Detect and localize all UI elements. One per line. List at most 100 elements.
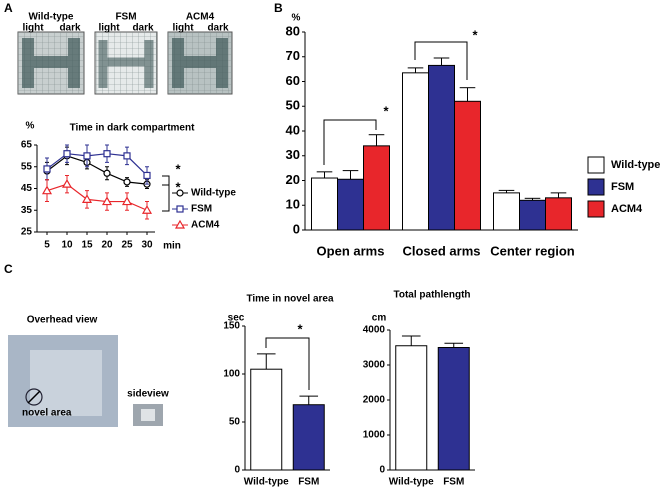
significance-star: *	[297, 321, 303, 336]
track-image	[17, 31, 85, 95]
marker	[121, 196, 133, 206]
y-tick-label: 80	[286, 23, 300, 38]
marker	[83, 152, 91, 160]
track-label: FSM	[115, 12, 136, 23]
y-tick-label: 50	[286, 98, 300, 113]
bar	[311, 177, 338, 231]
error-cap	[145, 201, 149, 220]
bar	[519, 199, 546, 231]
bar	[545, 197, 572, 231]
error-cap	[65, 174, 69, 194]
photo-title: Overhead view	[27, 315, 98, 326]
bar	[292, 404, 325, 471]
y-tick-label: 0	[379, 465, 385, 476]
track-light: light	[172, 23, 194, 34]
y-tick-label: 65	[21, 140, 33, 151]
error-cap	[45, 179, 49, 203]
y-tick-label: 100	[223, 369, 240, 380]
bar	[454, 100, 481, 231]
bar	[363, 145, 390, 231]
legend-marker	[176, 205, 184, 213]
y-tick-label: 55	[21, 161, 33, 172]
series-line	[46, 153, 148, 176]
significance-star: *	[472, 27, 478, 42]
photo-annotation: novel area	[22, 408, 72, 419]
bar	[493, 192, 520, 231]
track-image	[94, 31, 158, 95]
significance-bracket	[265, 337, 310, 390]
x-tick-label: 30	[141, 240, 153, 251]
significance-bracket	[323, 119, 377, 165]
x-tick-label: Wild-type	[244, 477, 289, 488]
x-tick-label: Closed arms	[402, 243, 480, 258]
bar	[402, 72, 429, 231]
legend-label: FSM	[191, 204, 212, 215]
error-cap	[125, 146, 129, 166]
track-dark: dark	[59, 23, 81, 34]
error-cap	[85, 144, 89, 168]
y-axis-label: %	[292, 13, 301, 24]
chart-title: Total pathlength	[393, 290, 470, 301]
legend-swatch	[587, 200, 605, 218]
significance-bracket	[414, 41, 468, 80]
marker	[61, 178, 73, 188]
error-cap	[105, 144, 109, 163]
track-light: light	[22, 23, 44, 34]
y-tick-label: 150	[223, 321, 240, 332]
y-axis-label: cm	[372, 313, 387, 324]
marker	[63, 150, 71, 158]
bar	[250, 368, 283, 471]
significance-star: *	[175, 161, 181, 176]
y-tick-label: 30	[286, 147, 300, 162]
y-tick-label: 0	[234, 465, 240, 476]
significance-star: *	[383, 103, 389, 118]
bar	[437, 347, 470, 471]
x-tick-label: Wild-type	[389, 477, 434, 488]
error-cap	[125, 192, 129, 211]
x-tick-label: Center region	[490, 243, 575, 258]
marker	[123, 152, 131, 160]
significance-bracket	[162, 175, 170, 212]
y-tick-label: 2000	[363, 395, 386, 406]
track-light: light	[98, 23, 120, 34]
legend-label: ACM4	[191, 220, 220, 231]
y-tick-label: 60	[286, 73, 300, 88]
marker	[41, 185, 53, 195]
marker	[123, 178, 131, 186]
y-tick-label: 45	[21, 183, 33, 194]
error-cap	[105, 192, 109, 211]
legend-label: ACM4	[611, 203, 643, 215]
y-axis-label: %	[26, 121, 35, 132]
x-tick-label: 25	[121, 240, 133, 251]
marker	[81, 194, 93, 203]
marker	[141, 205, 153, 214]
bar	[428, 64, 455, 231]
legend-swatch	[587, 156, 605, 174]
y-tick-label: 3000	[363, 360, 386, 371]
legend-marker	[174, 219, 186, 229]
y-tick-label: 0	[293, 221, 300, 236]
legend-label: Wild-type	[191, 188, 236, 199]
legend-marker	[176, 189, 184, 197]
marker	[143, 171, 151, 180]
error-cap	[85, 190, 89, 209]
track-dark: dark	[207, 23, 229, 34]
error-cap	[105, 166, 109, 181]
chart-title: Time in dark compartment	[70, 123, 196, 134]
y-tick-label: 50	[229, 417, 241, 428]
panel-label: B	[274, 1, 283, 15]
series-line	[46, 183, 148, 211]
track-dark: dark	[132, 23, 154, 34]
legend-swatch	[587, 178, 605, 196]
y-tick-label: 20	[286, 172, 300, 187]
y-tick-label: 35	[21, 205, 33, 216]
marker	[103, 169, 111, 177]
legend-label: FSM	[611, 181, 634, 193]
legend-label: Wild-type	[611, 159, 660, 171]
track-image	[167, 31, 233, 95]
marker	[103, 150, 111, 158]
x-tick-label: 5	[44, 240, 50, 251]
chart-title: Time in novel area	[246, 294, 334, 305]
marker	[43, 165, 51, 173]
